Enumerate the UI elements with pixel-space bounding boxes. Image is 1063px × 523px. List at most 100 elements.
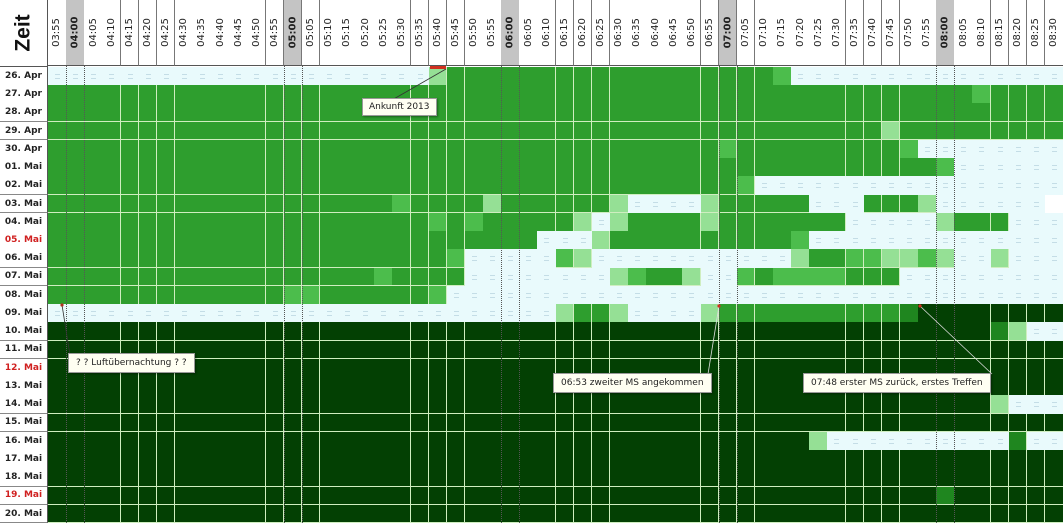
grid-cell[interactable] bbox=[66, 139, 85, 159]
column-header-0505[interactable]: 05:05 bbox=[301, 0, 321, 66]
grid-cell[interactable] bbox=[446, 450, 466, 469]
grid-cell[interactable] bbox=[374, 212, 393, 232]
grid-cell[interactable] bbox=[537, 413, 556, 433]
grid-cell[interactable] bbox=[247, 431, 266, 451]
grid-cell[interactable] bbox=[809, 486, 828, 506]
grid-cell[interactable] bbox=[519, 249, 538, 269]
grid-cell[interactable] bbox=[66, 486, 85, 506]
grid-cell[interactable] bbox=[265, 486, 285, 506]
grid-cell[interactable] bbox=[972, 267, 991, 287]
grid-cell[interactable] bbox=[102, 304, 121, 323]
column-header-0440[interactable]: 04:40 bbox=[211, 0, 230, 66]
grid-cell[interactable] bbox=[628, 249, 647, 269]
grid-cell[interactable] bbox=[736, 267, 756, 287]
grid-cell[interactable] bbox=[918, 121, 937, 141]
grid-cell[interactable] bbox=[827, 158, 846, 177]
grid-cell[interactable] bbox=[156, 504, 176, 523]
grid-cell[interactable] bbox=[863, 304, 883, 323]
grid-cell[interactable] bbox=[845, 67, 865, 86]
grid-cell[interactable] bbox=[990, 340, 1010, 360]
grid-cell[interactable] bbox=[283, 231, 303, 250]
grid-cell[interactable] bbox=[356, 358, 375, 378]
grid-cell[interactable] bbox=[700, 231, 720, 250]
grid-cell[interactable] bbox=[374, 395, 393, 415]
grid-cell[interactable] bbox=[464, 468, 484, 487]
grid-cell[interactable] bbox=[1026, 450, 1046, 469]
grid-cell[interactable] bbox=[918, 158, 937, 177]
column-header-0755[interactable]: 07:55 bbox=[918, 0, 937, 66]
grid-cell[interactable] bbox=[537, 67, 556, 86]
grid-cell[interactable] bbox=[120, 121, 140, 141]
grid-cell[interactable] bbox=[283, 322, 303, 342]
grid-cell[interactable] bbox=[66, 158, 85, 177]
grid-cell[interactable] bbox=[338, 395, 357, 415]
grid-cell[interactable] bbox=[899, 176, 919, 196]
grid-cell[interactable] bbox=[990, 304, 1010, 323]
grid-cell[interactable] bbox=[845, 267, 865, 287]
grid-cell[interactable] bbox=[845, 212, 865, 232]
grid-cell[interactable] bbox=[193, 194, 212, 214]
grid-cell[interactable] bbox=[84, 67, 103, 86]
grid-cell[interactable] bbox=[972, 431, 991, 451]
column-header-0535[interactable]: 05:35 bbox=[410, 0, 430, 66]
grid-cell[interactable] bbox=[609, 231, 629, 250]
grid-cell[interactable] bbox=[464, 194, 484, 214]
column-header-0725[interactable]: 07:25 bbox=[809, 0, 828, 66]
grid-cell[interactable] bbox=[718, 358, 738, 378]
grid-cell[interactable] bbox=[193, 121, 212, 141]
grid-cell[interactable] bbox=[827, 67, 846, 86]
grid-cell[interactable] bbox=[483, 358, 502, 378]
grid-cell[interactable] bbox=[881, 231, 901, 250]
grid-cell[interactable] bbox=[863, 486, 883, 506]
grid-cell[interactable] bbox=[156, 377, 176, 396]
grid-cell[interactable] bbox=[537, 194, 556, 214]
grid-cell[interactable] bbox=[628, 103, 647, 123]
grid-cell[interactable] bbox=[66, 121, 85, 141]
grid-cell[interactable] bbox=[464, 504, 484, 523]
grid-cell[interactable] bbox=[682, 231, 701, 250]
grid-cell[interactable] bbox=[700, 450, 720, 469]
grid-cell[interactable] bbox=[247, 486, 266, 506]
grid-cell[interactable] bbox=[555, 121, 575, 141]
grid-cell[interactable] bbox=[972, 322, 991, 342]
grid-cell[interactable] bbox=[48, 194, 67, 214]
grid-cell[interactable] bbox=[265, 304, 285, 323]
row-header-date[interactable]: 29. Apr bbox=[0, 121, 48, 141]
grid-cell[interactable] bbox=[283, 139, 303, 159]
grid-cell[interactable] bbox=[972, 249, 991, 269]
column-header-0445[interactable]: 04:45 bbox=[229, 0, 248, 66]
grid-cell[interactable] bbox=[555, 231, 575, 250]
grid-cell[interactable] bbox=[736, 468, 756, 487]
grid-cell[interactable] bbox=[174, 450, 194, 469]
grid-cell[interactable] bbox=[156, 139, 176, 159]
row-header-date[interactable]: 01. Mai bbox=[0, 158, 48, 177]
grid-cell[interactable] bbox=[773, 121, 792, 141]
grid-cell[interactable] bbox=[936, 504, 955, 523]
grid-cell[interactable] bbox=[501, 304, 520, 323]
grid-cell[interactable] bbox=[229, 322, 248, 342]
grid-cell[interactable] bbox=[501, 486, 520, 506]
grid-cell[interactable] bbox=[718, 249, 738, 269]
row-header-date[interactable]: 16. Mai bbox=[0, 431, 48, 451]
grid-cell[interactable] bbox=[628, 267, 647, 287]
grid-cell[interactable] bbox=[845, 322, 865, 342]
grid-cell[interactable] bbox=[918, 231, 937, 250]
grid-cell[interactable] bbox=[392, 67, 411, 86]
grid-cell[interactable] bbox=[609, 67, 629, 86]
grid-cell[interactable] bbox=[338, 431, 357, 451]
grid-cell[interactable] bbox=[338, 67, 357, 86]
grid-cell[interactable] bbox=[754, 267, 774, 287]
grid-cell[interactable] bbox=[1026, 340, 1046, 360]
grid-cell[interactable] bbox=[664, 103, 683, 123]
grid-cell[interactable] bbox=[356, 504, 375, 523]
grid-cell[interactable] bbox=[483, 413, 502, 433]
grid-cell[interactable] bbox=[754, 121, 774, 141]
grid-cell[interactable] bbox=[954, 267, 973, 287]
grid-cell[interactable] bbox=[193, 304, 212, 323]
grid-cell[interactable] bbox=[899, 212, 919, 232]
grid-cell[interactable] bbox=[628, 121, 647, 141]
grid-cell[interactable] bbox=[446, 395, 466, 415]
grid-cell[interactable] bbox=[537, 176, 556, 196]
grid-cell[interactable] bbox=[301, 194, 321, 214]
row-header-date[interactable]: 14. Mai bbox=[0, 395, 48, 415]
